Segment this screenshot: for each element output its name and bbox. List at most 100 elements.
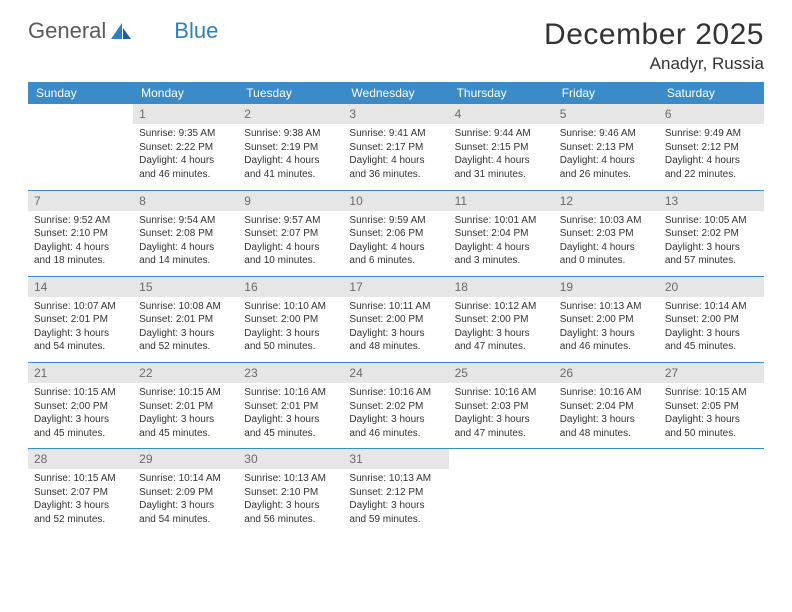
day-number: 26 (554, 363, 659, 383)
calendar-day-cell: 10Sunrise: 9:59 AMSunset: 2:06 PMDayligh… (343, 190, 448, 276)
daylight2-text: and 18 minutes. (34, 254, 127, 268)
daylight1-text: Daylight: 4 hours (455, 241, 548, 255)
sunset-text: Sunset: 2:07 PM (244, 227, 337, 241)
day-number: 28 (28, 449, 133, 469)
sunset-text: Sunset: 2:02 PM (665, 227, 758, 241)
day-number: 3 (343, 104, 448, 124)
daylight2-text: and 59 minutes. (349, 513, 442, 527)
day-number: 5 (554, 104, 659, 124)
sunset-text: Sunset: 2:06 PM (349, 227, 442, 241)
calendar-day-cell: 6Sunrise: 9:49 AMSunset: 2:12 PMDaylight… (659, 104, 764, 190)
sunrise-text: Sunrise: 10:01 AM (455, 214, 548, 228)
sunrise-text: Sunrise: 10:16 AM (560, 386, 653, 400)
calendar-day-cell: 28 Sunrise: 10:15 AMSunset: 2:07 PMDaylig… (28, 449, 133, 535)
daylight2-text: and 48 minutes. (560, 427, 653, 441)
location: Anadyr, Russia (544, 54, 764, 74)
brand-logo: General Blue (28, 18, 218, 44)
sunrise-text: Sunrise: 9:41 AM (349, 127, 442, 141)
sunrise-text: Sunrise: 10:14 AM (139, 472, 232, 486)
sunset-text: Sunset: 2:07 PM (34, 486, 127, 500)
day-number: 12 (554, 191, 659, 211)
sunset-text: Sunset: 2:00 PM (665, 313, 758, 327)
header: General Blue December 2025 Anadyr, Russi… (28, 18, 764, 74)
daylight1-text: Daylight: 3 hours (34, 499, 127, 513)
sunset-text: Sunset: 2:00 PM (244, 313, 337, 327)
daylight2-text: and 14 minutes. (139, 254, 232, 268)
calendar-day-cell: 19Sunrise: 10:13 AMSunset: 2:00 PMDaylig… (554, 276, 659, 362)
day-number: 2 (238, 104, 343, 124)
sunset-text: Sunset: 2:03 PM (455, 400, 548, 414)
calendar-table: Sunday Monday Tuesday Wednesday Thursday… (28, 82, 764, 535)
sunset-text: Sunset: 2:12 PM (349, 486, 442, 500)
sunset-text: Sunset: 2:00 PM (34, 400, 127, 414)
sunset-text: Sunset: 2:00 PM (455, 313, 548, 327)
day-number: 17 (343, 277, 448, 297)
daylight2-text: and 0 minutes. (560, 254, 653, 268)
sunset-text: Sunset: 2:10 PM (34, 227, 127, 241)
daylight2-text: and 46 minutes. (139, 168, 232, 182)
sunset-text: Sunset: 2:01 PM (244, 400, 337, 414)
daylight1-text: Daylight: 3 hours (455, 327, 548, 341)
day-number: 31 (343, 449, 448, 469)
day-number: 20 (659, 277, 764, 297)
weekday-thursday: Thursday (449, 82, 554, 104)
day-number: 22 (133, 363, 238, 383)
sail-icon (110, 22, 132, 40)
sunrise-text: Sunrise: 10:16 AM (244, 386, 337, 400)
calendar-day-cell: 27Sunrise: 10:15 AMSunset: 2:05 PMDaylig… (659, 362, 764, 448)
day-number: 23 (238, 363, 343, 383)
daylight2-text: and 56 minutes. (244, 513, 337, 527)
calendar-day-cell: 29Sunrise: 10:14 AMSunset: 2:09 PMDaylig… (133, 449, 238, 535)
day-number: 7 (28, 191, 133, 211)
daylight1-text: Daylight: 3 hours (349, 413, 442, 427)
sunrise-text: Sunrise: 10:15 AM (34, 472, 127, 486)
day-number: 11 (449, 191, 554, 211)
calendar-day-cell: 7Sunrise: 9:52 AMSunset: 2:10 PMDaylight… (28, 190, 133, 276)
sunrise-text: Sunrise: 10:15 AM (139, 386, 232, 400)
calendar-day-cell: 25Sunrise: 10:16 AMSunset: 2:03 PMDaylig… (449, 362, 554, 448)
sunrise-text: Sunrise: 9:54 AM (139, 214, 232, 228)
daylight2-text: and 6 minutes. (349, 254, 442, 268)
weekday-tuesday: Tuesday (238, 82, 343, 104)
day-number: 29 (133, 449, 238, 469)
daylight1-text: Daylight: 4 hours (665, 154, 758, 168)
daylight1-text: Daylight: 4 hours (139, 154, 232, 168)
month-title: December 2025 (544, 18, 764, 52)
calendar-day-cell: 16Sunrise: 10:10 AMSunset: 2:00 PMDaylig… (238, 276, 343, 362)
day-number: 27 (659, 363, 764, 383)
sunrise-text: Sunrise: 9:59 AM (349, 214, 442, 228)
sunset-text: Sunset: 2:00 PM (560, 313, 653, 327)
weekday-friday: Friday (554, 82, 659, 104)
daylight1-text: Daylight: 3 hours (139, 413, 232, 427)
sunset-text: Sunset: 2:08 PM (139, 227, 232, 241)
calendar-day-cell (28, 104, 133, 190)
sunrise-text: Sunrise: 10:03 AM (560, 214, 653, 228)
day-number: 19 (554, 277, 659, 297)
daylight2-text: and 50 minutes. (665, 427, 758, 441)
daylight1-text: Daylight: 4 hours (34, 241, 127, 255)
sunrise-text: Sunrise: 10:16 AM (349, 386, 442, 400)
calendar-day-cell: 20Sunrise: 10:14 AMSunset: 2:00 PMDaylig… (659, 276, 764, 362)
calendar-day-cell: 31Sunrise: 10:13 AMSunset: 2:12 PMDaylig… (343, 449, 448, 535)
sunset-text: Sunset: 2:12 PM (665, 141, 758, 155)
calendar-day-cell: 11Sunrise: 10:01 AMSunset: 2:04 PMDaylig… (449, 190, 554, 276)
daylight1-text: Daylight: 4 hours (349, 241, 442, 255)
calendar-day-cell: 23Sunrise: 10:16 AMSunset: 2:01 PMDaylig… (238, 362, 343, 448)
sunrise-text: Sunrise: 9:35 AM (139, 127, 232, 141)
calendar-day-cell: 13Sunrise: 10:05 AMSunset: 2:02 PMDaylig… (659, 190, 764, 276)
title-block: December 2025 Anadyr, Russia (544, 18, 764, 74)
sunset-text: Sunset: 2:01 PM (139, 400, 232, 414)
sunrise-text: Sunrise: 9:44 AM (455, 127, 548, 141)
sunset-text: Sunset: 2:05 PM (665, 400, 758, 414)
weekday-wednesday: Wednesday (343, 82, 448, 104)
calendar-day-cell: 4Sunrise: 9:44 AMSunset: 2:15 PMDaylight… (449, 104, 554, 190)
calendar-day-cell: 30Sunrise: 10:13 AMSunset: 2:10 PMDaylig… (238, 449, 343, 535)
daylight1-text: Daylight: 3 hours (665, 327, 758, 341)
day-number: 24 (343, 363, 448, 383)
weekday-sunday: Sunday (28, 82, 133, 104)
daylight2-text: and 48 minutes. (349, 340, 442, 354)
weekday-header-row: Sunday Monday Tuesday Wednesday Thursday… (28, 82, 764, 104)
daylight2-text: and 46 minutes. (560, 340, 653, 354)
calendar-day-cell (659, 449, 764, 535)
daylight2-text: and 54 minutes. (34, 340, 127, 354)
